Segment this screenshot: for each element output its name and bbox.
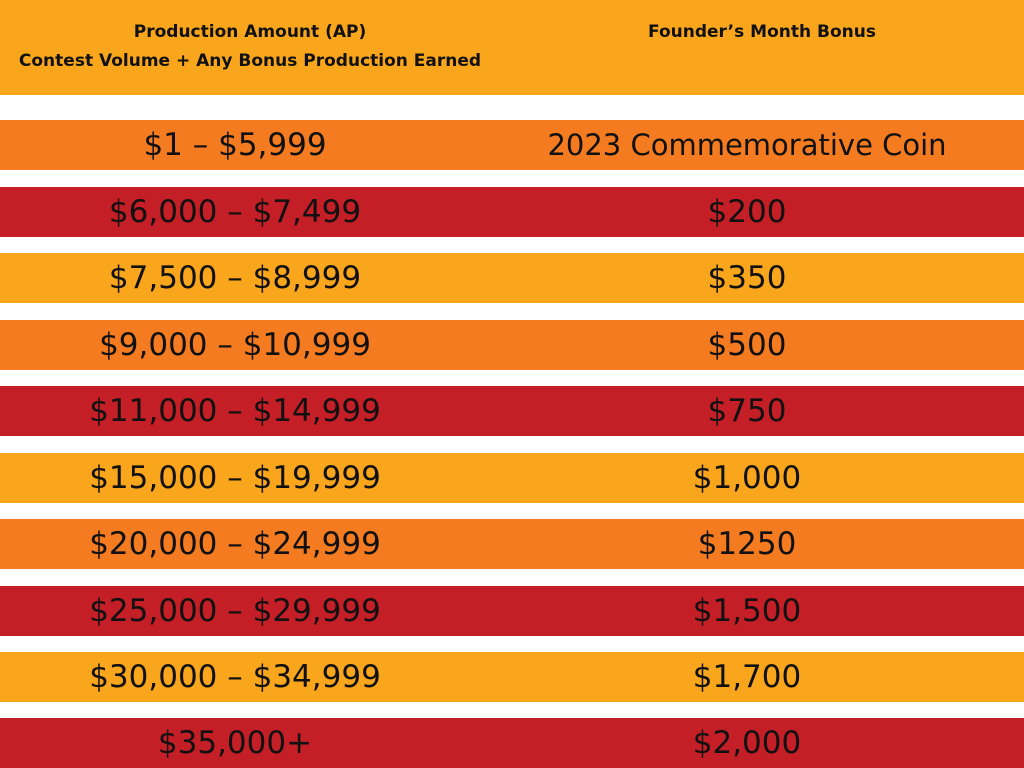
table-header: Production Amount (AP) Contest Volume + … <box>0 0 1024 95</box>
amount-cell: $9,000 – $10,999 <box>99 327 371 363</box>
table-row: $30,000 – $34,999 $1,700 <box>0 652 1024 702</box>
header-production-amount-title: Production Amount (AP) <box>133 22 367 42</box>
amount-cell: $30,000 – $34,999 <box>89 659 381 695</box>
amount-cell: $20,000 – $24,999 <box>89 526 381 562</box>
amount-cell: $15,000 – $19,999 <box>89 460 381 496</box>
table-row: $35,000+ $2,000 <box>0 718 1024 768</box>
bonus-cell: $1,700 <box>692 659 802 695</box>
bonus-cell: $750 <box>707 393 787 429</box>
table-row: $20,000 – $24,999 $1250 <box>0 519 1024 569</box>
header-production-amount: Production Amount (AP) Contest Volume + … <box>0 18 500 76</box>
table-row: $25,000 – $29,999 $1,500 <box>0 586 1024 636</box>
bonus-cell: $200 <box>707 194 787 230</box>
amount-cell: $25,000 – $29,999 <box>89 593 381 629</box>
table-row: $11,000 – $14,999 $750 <box>0 386 1024 436</box>
header-founders-month-bonus: Founder’s Month Bonus <box>648 22 876 42</box>
amount-cell: $11,000 – $14,999 <box>89 393 381 429</box>
bonus-cell: 2023 Commemorative Coin <box>547 128 947 162</box>
bonus-cell: $1250 <box>697 526 797 562</box>
amount-cell: $7,500 – $8,999 <box>108 260 362 296</box>
amount-cell: $1 – $5,999 <box>143 127 327 163</box>
table-row: $15,000 – $19,999 $1,000 <box>0 453 1024 503</box>
bonus-cell: $350 <box>707 260 787 296</box>
table-row: $1 – $5,999 2023 Commemorative Coin <box>0 120 1024 170</box>
bonus-cell: $1,000 <box>692 460 802 496</box>
table-row: $7,500 – $8,999 $350 <box>0 253 1024 303</box>
bonus-cell: $500 <box>707 327 787 363</box>
bonus-cell: $2,000 <box>692 725 802 761</box>
amount-cell: $6,000 – $7,499 <box>108 194 362 230</box>
table-row: $9,000 – $10,999 $500 <box>0 320 1024 370</box>
table-row: $6,000 – $7,499 $200 <box>0 187 1024 237</box>
bonus-cell: $1,500 <box>692 593 802 629</box>
amount-cell: $35,000+ <box>157 725 313 761</box>
header-production-amount-subtitle: Contest Volume + Any Bonus Production Ea… <box>18 51 482 71</box>
